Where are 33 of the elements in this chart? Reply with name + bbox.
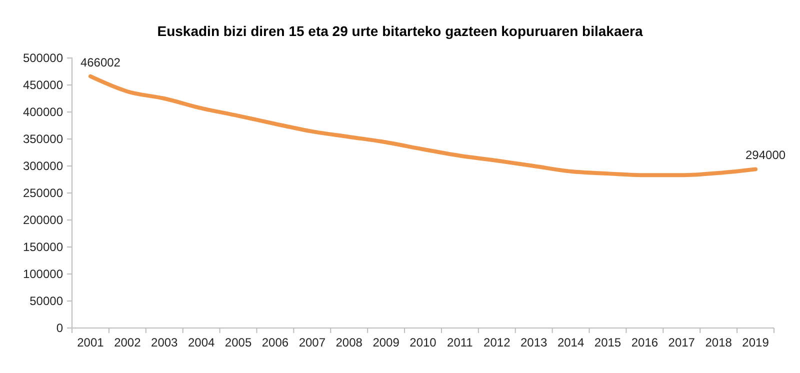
y-tick-label: 50000 [30, 294, 64, 308]
x-tick-label: 2009 [372, 336, 400, 350]
y-tick-label: 0 [56, 320, 64, 335]
x-tick-label: 2003 [151, 336, 178, 350]
x-tick-label: 2017 [668, 336, 696, 350]
y-tick-label: 250000 [22, 186, 64, 200]
x-tick-label: 2002 [114, 336, 142, 350]
x-tick-label: 2008 [336, 336, 363, 350]
x-tick-label: 2006 [262, 336, 289, 350]
x-tick-label: 2001 [77, 336, 104, 350]
y-tick-label: 400000 [22, 104, 64, 119]
x-tick-label: 2014 [557, 336, 584, 350]
x-tick-label: 2013 [520, 336, 548, 350]
y-tick-label: 500000 [22, 50, 64, 65]
y-tick-label: 350000 [22, 132, 64, 146]
data-label: 466002 [80, 55, 121, 70]
x-tick-label: 2007 [298, 336, 326, 350]
y-tick-label: 200000 [22, 212, 64, 227]
y-tick-label: 150000 [22, 240, 64, 254]
x-tick-label: 2010 [410, 336, 437, 350]
x-tick-label: 2004 [188, 336, 215, 350]
data-label: 294000 [746, 148, 786, 162]
y-tick-label: 450000 [22, 78, 64, 92]
x-tick-label: 2018 [705, 336, 732, 350]
x-tick-label: 2012 [484, 336, 511, 350]
y-tick-label: 300000 [22, 158, 64, 173]
chart-title: Euskadin bizi diren 15 eta 29 urte bitarteko gazteen kopuruaren bilakaera [157, 23, 643, 39]
x-tick-label: 2016 [631, 336, 658, 350]
y-tick-label: 100000 [22, 266, 64, 281]
x-tick-label: 2011 [447, 336, 474, 350]
x-tick-label: 2019 [742, 336, 770, 350]
x-tick-label: 2015 [594, 336, 622, 350]
x-tick-label: 2005 [224, 336, 252, 350]
